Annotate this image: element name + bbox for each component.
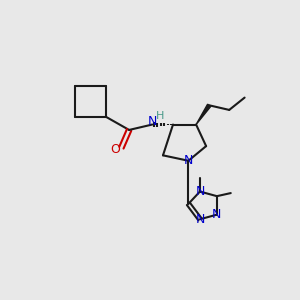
Text: N: N	[195, 213, 205, 226]
Text: N: N	[212, 208, 222, 221]
Text: N: N	[184, 154, 193, 167]
Text: N: N	[148, 115, 157, 128]
Text: O: O	[110, 143, 120, 157]
Polygon shape	[196, 104, 211, 124]
Text: N: N	[195, 185, 205, 198]
Text: H: H	[156, 111, 164, 121]
